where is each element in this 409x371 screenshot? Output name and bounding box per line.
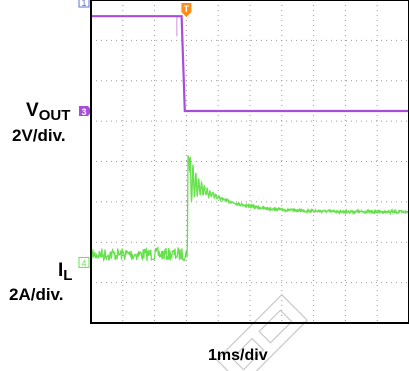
- plot-frame: [90, 0, 409, 324]
- vout-channel-name: VOUT: [26, 100, 71, 124]
- watermark-shape: [215, 293, 309, 371]
- time-scale-label: 1ms/div: [208, 347, 268, 364]
- watermark-inner-left: [231, 337, 265, 371]
- ch1-marker-number: 1: [81, 0, 86, 8]
- vout-scale-label: 2V/div.: [12, 126, 66, 145]
- waveform-traces: [90, 15, 409, 263]
- graticule-grid: [91, 0, 409, 323]
- watermark-inner-right: [258, 309, 293, 344]
- ch3-marker-number: 3: [81, 107, 86, 117]
- ch4-marker-number: 4: [81, 258, 86, 268]
- vout-trace: [91, 15, 409, 113]
- trigger-marker: T: [181, 3, 192, 17]
- ch3-marker-tag: [79, 106, 92, 117]
- watermark-logo: [215, 293, 309, 371]
- channel-markers: 1 3 4 T: [78, 0, 192, 268]
- ch1-marker: 1: [78, 0, 90, 8]
- trigger-letter: T: [184, 4, 190, 14]
- ch4-marker-box: [78, 256, 90, 268]
- trigger-tag: [181, 3, 192, 17]
- il-channel-name: IL: [58, 260, 73, 284]
- watermark-outline: [215, 293, 309, 371]
- il-trace: [90, 155, 409, 263]
- ch1-marker-box: [78, 0, 90, 8]
- ch4-marker: 4: [78, 256, 90, 268]
- ch3-marker: 3: [79, 106, 92, 117]
- il-scale-label: 2A/div.: [9, 285, 64, 304]
